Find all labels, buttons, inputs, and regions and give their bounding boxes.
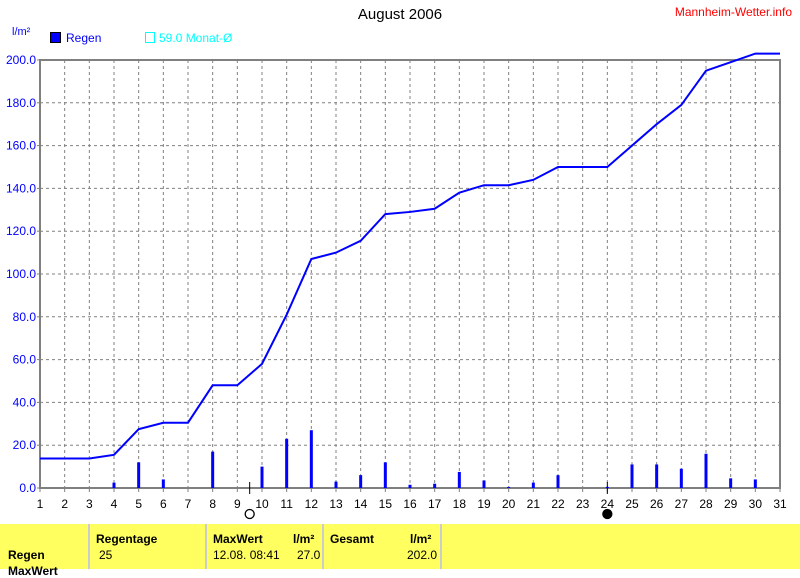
x-tick-label: 7 <box>185 497 192 511</box>
y-tick-label: 0.0 <box>19 481 36 495</box>
x-tick-label: 31 <box>773 497 787 511</box>
y-tick-label: 40.0 <box>13 395 37 409</box>
rain-bar <box>753 479 757 488</box>
x-tick-label: 11 <box>280 497 293 511</box>
y-tick-label: 100.0 <box>6 267 36 281</box>
x-tick-label: 13 <box>329 497 343 511</box>
x-tick-label: 12 <box>305 497 319 511</box>
x-tick-label: 10 <box>255 497 269 511</box>
rain-bar <box>112 482 116 488</box>
x-tick-label: 20 <box>502 497 516 511</box>
x-tick-label: 27 <box>675 497 689 511</box>
rain-bar <box>556 475 560 488</box>
rain-bar <box>334 481 338 488</box>
x-tick-label: 19 <box>477 497 491 511</box>
rain-bar <box>359 475 363 488</box>
x-tick-label: 2 <box>61 497 68 511</box>
new-moon-icon <box>602 508 613 520</box>
rain-bar <box>408 484 412 488</box>
x-tick-label: 1 <box>37 497 44 511</box>
x-tick-label: 4 <box>111 497 118 511</box>
rain-bar <box>729 478 733 488</box>
rain-bar <box>433 483 437 488</box>
x-tick-label: 6 <box>160 497 167 511</box>
legend-label: Regen <box>66 31 102 45</box>
chart-title: August 2006 <box>357 6 443 23</box>
rain-bar <box>679 468 683 488</box>
gesamt-header: Gesamt <box>330 532 375 546</box>
maxwert-unit: l/m² <box>293 532 315 546</box>
x-tick-label: 9 <box>234 497 241 511</box>
x-tick-label: 24 <box>601 497 615 511</box>
legend-label: 59.0 Monat-Ø <box>159 31 233 45</box>
full-moon-icon <box>244 508 255 520</box>
x-tick-label: 23 <box>576 497 590 511</box>
y-axis-unit: l/m² <box>12 26 31 38</box>
y-tick-label: 60.0 <box>13 353 37 367</box>
legend-swatch-rain <box>50 32 61 43</box>
row-label: Regen <box>8 548 45 562</box>
x-tick-label: 25 <box>625 497 639 511</box>
rain-bar <box>457 471 461 488</box>
regentage-value: 25 <box>99 548 113 562</box>
legend-monthly: 59.0 Monat-Ø <box>145 31 232 45</box>
y-tick-label: 200.0 <box>6 53 36 67</box>
gesamt-unit: l/m² <box>410 532 432 546</box>
x-tick-label: 15 <box>379 497 393 511</box>
legend-rain: Regen <box>50 31 101 45</box>
rain-bar <box>507 486 511 488</box>
legend-swatch-monthly <box>145 32 155 43</box>
maxwert-header: MaxWert <box>213 532 263 546</box>
x-tick-label: 22 <box>551 497 565 511</box>
regentage-header: Regentage <box>96 532 158 546</box>
rain-bar <box>630 464 634 488</box>
rain-bar <box>531 482 535 488</box>
y-tick-label: 20.0 <box>13 438 37 452</box>
summary-table: Regen MaxWert Regentage 25 MaxWert l/m² … <box>0 524 800 578</box>
x-tick-label: 26 <box>650 497 664 511</box>
x-tick-label: 18 <box>453 497 467 511</box>
site-link[interactable]: Mannheim-Wetter.info <box>674 5 792 19</box>
x-tick-label: 17 <box>428 497 442 511</box>
rain-bar <box>704 453 708 488</box>
gesamt-value: 202.0 <box>407 548 438 562</box>
maxwert-time: 12.08. 08:41 <box>213 548 280 562</box>
x-tick-label: 5 <box>135 497 142 511</box>
x-tick-label: 30 <box>749 497 763 511</box>
x-tick-label: 3 <box>86 497 93 511</box>
rain-chart: 0.0 20.0 40.0 60.0 80.0 100.0 120.0 140.0 160.0 1… <box>6 52 787 520</box>
rain-bar <box>655 464 659 488</box>
rain-bar <box>285 438 289 488</box>
x-tick-label: 16 <box>403 497 417 511</box>
y-tick-label: 160.0 <box>6 139 36 153</box>
rain-bar <box>260 466 264 488</box>
row-label-2: MaxWert <box>8 564 58 578</box>
x-tick-label: 14 <box>354 497 368 511</box>
x-tick-label: 28 <box>699 497 713 511</box>
y-tick-label: 120.0 <box>6 224 36 238</box>
rain-bar <box>137 462 141 488</box>
x-tick-label: 8 <box>209 497 216 511</box>
x-tick-label: 21 <box>527 497 541 511</box>
rain-bar <box>161 479 165 488</box>
rain-bar <box>383 462 387 488</box>
y-tick-label: 180.0 <box>6 96 36 110</box>
maxwert-value: 27.0 <box>297 548 321 562</box>
rain-bar <box>482 480 486 488</box>
y-tick-label: 80.0 <box>13 310 37 324</box>
x-tick-label: 29 <box>724 497 738 511</box>
rain-bar <box>309 430 313 488</box>
y-tick-label: 140.0 <box>6 181 36 195</box>
cumulative-line <box>40 52 780 460</box>
rain-bar <box>211 451 215 488</box>
